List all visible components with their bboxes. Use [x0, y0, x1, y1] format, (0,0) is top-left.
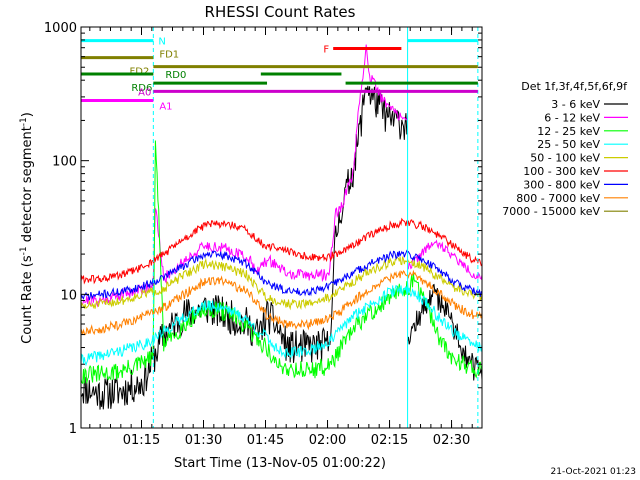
flag-label-fd2: FD2: [130, 67, 150, 78]
series-line-3-6-kev-0: [81, 85, 408, 410]
series-line-25-50-kev-5: [81, 282, 482, 367]
flag-label-fd1: FD1: [159, 50, 179, 61]
series-line-100-300-kev-7: [81, 217, 482, 285]
flag-label-rd0: RD0: [165, 70, 186, 81]
series-line-3-6-kev-1: [407, 283, 482, 381]
legend-label: 7000 - 15000 keV: [502, 205, 600, 218]
x-tick-label: 02:00: [309, 433, 346, 448]
y-tick-label: 100: [52, 155, 77, 170]
footer-date: 21-Oct-2021 01:23: [551, 467, 636, 477]
flag-label-a0: A0: [138, 87, 151, 98]
flag-label-f: F: [323, 45, 329, 56]
legend-header: Det 1f,3f,4f,5f,6f,9f: [521, 80, 628, 93]
vertical-line-layer: [152, 27, 479, 428]
series-line-12-25-kev-4: [81, 140, 482, 385]
x-tick-label: 01:45: [247, 433, 284, 448]
legend-label: 3 - 6 keV: [551, 98, 600, 111]
series-line-300-800-kev-8: [81, 249, 482, 301]
x-tick-label: 01:15: [123, 433, 160, 448]
legend-label: 12 - 25 keV: [537, 125, 600, 138]
x-tick-label: 02:30: [433, 433, 470, 448]
legend-label: 300 - 800 keV: [523, 178, 600, 191]
chart-title: RHESSI Count Rates: [205, 3, 356, 21]
y-axis-label: Count Rate (s-1 detector segment-1): [19, 112, 35, 344]
series-line-50-100-kev-6: [81, 255, 482, 311]
x-axis-ticks: 01:15 01:30 01:45 02:00 02:15 02:30: [89, 27, 473, 448]
y-axis-ticks: 1 10 100 1000: [44, 21, 482, 437]
series-line-800-7000-kev-9: [81, 269, 482, 336]
flag-label-a1: A1: [159, 101, 172, 112]
y-tick-label: 1: [69, 422, 77, 437]
series-line-6-12-kev-3: [407, 239, 482, 281]
legend-label: 100 - 300 keV: [523, 165, 600, 178]
legend-label: 800 - 7000 keV: [516, 192, 600, 205]
y-tick-label: 1000: [44, 21, 77, 36]
x-tick-label: 01:30: [185, 433, 222, 448]
y-tick-label: 10: [60, 288, 77, 303]
legend-label: 25 - 50 keV: [537, 138, 600, 151]
flag-label-rd6: RD6: [131, 83, 152, 94]
x-axis-label: Start Time (13-Nov-05 01:00:22): [174, 456, 386, 471]
plot-frame: [80, 26, 483, 429]
legend-label: 6 - 12 keV: [544, 111, 600, 124]
legend-label: 50 - 100 keV: [530, 152, 600, 165]
x-tick-label: 02:15: [371, 433, 408, 448]
series-layer: [81, 44, 482, 410]
flag-label-n: N: [158, 37, 165, 48]
